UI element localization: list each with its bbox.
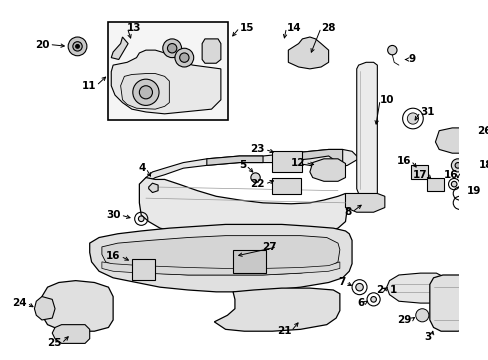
Polygon shape — [356, 62, 377, 196]
Circle shape — [68, 37, 87, 56]
Text: 10: 10 — [379, 95, 394, 105]
Bar — [132, 259, 155, 280]
Text: 14: 14 — [286, 23, 301, 33]
Text: 19: 19 — [467, 186, 481, 196]
Text: 6: 6 — [356, 298, 364, 308]
Circle shape — [250, 173, 260, 182]
Text: 9: 9 — [407, 54, 414, 64]
Circle shape — [370, 297, 376, 302]
Polygon shape — [434, 128, 476, 153]
Text: 3: 3 — [424, 332, 431, 342]
Polygon shape — [345, 193, 384, 212]
Circle shape — [450, 181, 456, 187]
Polygon shape — [206, 156, 263, 165]
Circle shape — [387, 45, 396, 55]
Bar — [272, 151, 302, 172]
Polygon shape — [144, 149, 358, 184]
Polygon shape — [288, 37, 328, 69]
Polygon shape — [139, 177, 346, 240]
Text: 7: 7 — [337, 278, 345, 288]
Polygon shape — [214, 288, 339, 331]
Polygon shape — [34, 297, 55, 320]
Text: 2: 2 — [375, 285, 382, 295]
Polygon shape — [89, 224, 351, 292]
Text: 12: 12 — [290, 158, 305, 167]
Polygon shape — [102, 236, 339, 275]
Polygon shape — [102, 262, 339, 275]
Text: 23: 23 — [250, 144, 264, 154]
Text: 31: 31 — [420, 107, 434, 117]
Circle shape — [139, 86, 152, 99]
Text: 27: 27 — [262, 242, 277, 252]
Text: 26: 26 — [476, 126, 488, 136]
Polygon shape — [290, 149, 342, 163]
Circle shape — [450, 159, 464, 172]
Text: 16: 16 — [443, 170, 457, 180]
Circle shape — [179, 53, 189, 62]
Text: 28: 28 — [321, 23, 335, 33]
Text: 16: 16 — [396, 156, 410, 166]
Text: 11: 11 — [81, 81, 96, 91]
Text: 16: 16 — [106, 251, 121, 261]
Polygon shape — [111, 50, 221, 114]
Circle shape — [73, 42, 82, 51]
Circle shape — [415, 309, 428, 322]
Polygon shape — [52, 325, 89, 343]
Text: 25: 25 — [47, 338, 61, 348]
Bar — [233, 250, 265, 273]
Circle shape — [133, 79, 159, 105]
Polygon shape — [148, 183, 158, 193]
Polygon shape — [386, 273, 447, 303]
Bar — [426, 177, 443, 191]
Bar — [410, 165, 427, 179]
Text: 21: 21 — [276, 326, 290, 336]
Text: 20: 20 — [35, 40, 49, 50]
Circle shape — [454, 163, 460, 168]
Bar — [108, 22, 228, 120]
Text: 5: 5 — [239, 160, 245, 170]
Polygon shape — [309, 159, 345, 181]
Bar — [272, 177, 300, 194]
Text: 13: 13 — [127, 23, 142, 33]
Text: 4: 4 — [138, 163, 145, 173]
Circle shape — [138, 216, 144, 222]
Text: 18: 18 — [478, 160, 488, 170]
Text: 30: 30 — [106, 210, 121, 220]
Text: 8: 8 — [344, 207, 351, 217]
Circle shape — [175, 48, 193, 67]
Circle shape — [163, 39, 181, 58]
Polygon shape — [111, 37, 128, 59]
Text: 1: 1 — [389, 285, 396, 295]
Polygon shape — [429, 275, 470, 331]
Text: 15: 15 — [239, 23, 254, 33]
Circle shape — [407, 113, 418, 124]
Circle shape — [167, 44, 177, 53]
Text: 17: 17 — [411, 170, 426, 180]
Circle shape — [355, 283, 363, 291]
Text: 22: 22 — [250, 179, 264, 189]
Circle shape — [76, 45, 79, 48]
Polygon shape — [42, 280, 113, 331]
Polygon shape — [121, 73, 169, 109]
Text: 29: 29 — [396, 315, 410, 325]
Text: 24: 24 — [12, 298, 27, 308]
Polygon shape — [202, 39, 221, 63]
